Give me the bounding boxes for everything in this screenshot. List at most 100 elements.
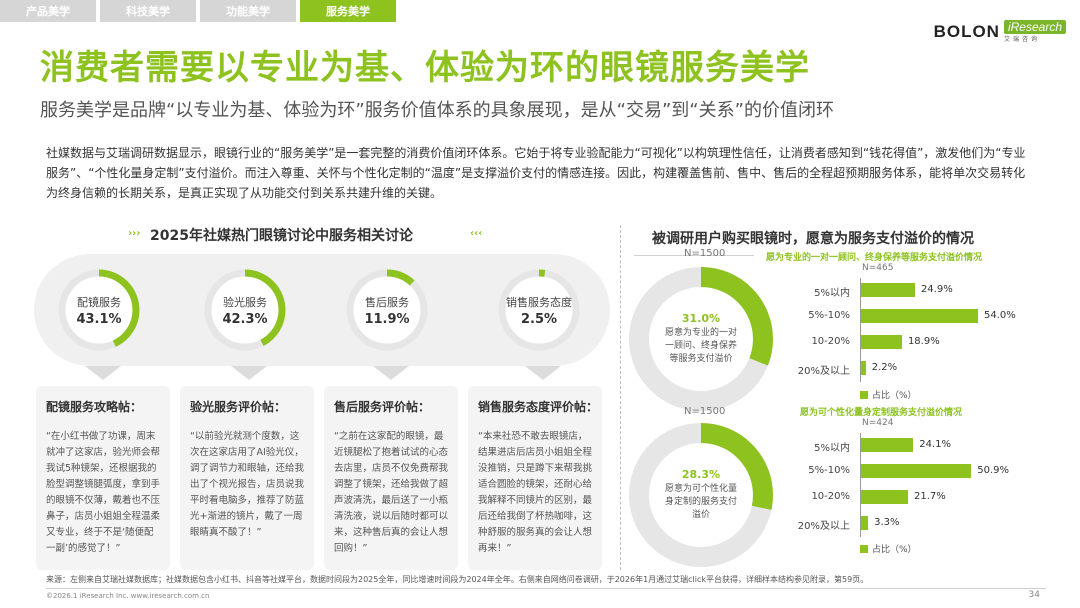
- source-note: 来源：左侧来自艾瑞社媒数据库；社媒数据包含小红书、抖音等社媒平台，数据时间段为2…: [46, 575, 869, 584]
- bar-row: 20%及以上 3.3%: [776, 513, 1036, 533]
- legend-label: 占比（%）: [872, 545, 917, 555]
- progress-ring: [204, 269, 286, 351]
- chart-legend: 占比（%）: [860, 542, 917, 555]
- page-subtitle: 服务美学是品牌“以专业为基、体验为环”服务价值体系的具象展现，是从“交易”到“关…: [40, 100, 834, 121]
- bar-chart-title: 愿为可个性化量身定制服务支付溢价情况: [800, 408, 963, 418]
- legend-label: 占比（%）: [872, 391, 917, 401]
- bar: [861, 464, 972, 478]
- donut-chart-customization: 28.3% 愿意为可个性化量身定制的服务支付溢价: [628, 422, 774, 568]
- stat-value: 11.9%: [364, 311, 410, 327]
- review-card-fitting: 配镜服务攻略帖： “在小红书做了功课，周末就冲了这家店，验光师会帮我试5种镜架，…: [36, 386, 170, 570]
- bar: [861, 516, 869, 530]
- ring-progress: [58, 269, 140, 351]
- chevron-right-icon: ›››: [128, 228, 141, 239]
- bolon-logo: BOLON: [933, 21, 1000, 41]
- review-card-after-sales: 售后服务评价帖： “之前在这家配的眼镜，最近镜腿松了抱着试试的心态去店里，店员不…: [324, 386, 458, 570]
- bar-row: 10-20% 21.7%: [776, 487, 1036, 507]
- stat-value: 43.1%: [76, 311, 122, 327]
- bar-value-label: 24.1%: [919, 439, 951, 450]
- bar-category-label: 20%及以上: [797, 521, 850, 532]
- donut-description: 愿意为专业的一对一顾问、终身保养等服务支付溢价: [664, 328, 737, 364]
- bar-row: 5%以内 24.9%: [776, 280, 1036, 300]
- bar-value-label: 21.7%: [914, 491, 946, 502]
- bar-category-label: 5%-10%: [808, 465, 850, 476]
- tab-function-aesthetics[interactable]: 功能美学: [200, 0, 296, 22]
- chevron-left-icon: ‹‹‹: [470, 228, 483, 239]
- card-text: “本来社恐不敢去眼镜店，结果进店后店员小姐姐全程没推销，只是蹲下来帮我挑适合圆脸…: [478, 431, 593, 554]
- legend-swatch: [860, 390, 868, 399]
- bar-chart-professional: 5%以内 24.9% 5%-10% 54.0% 10-20% 18.9% 20%及以上 2.2…: [776, 278, 1036, 388]
- bar-category-label: 5%-10%: [808, 310, 850, 321]
- card-text: “之前在这家配的眼镜，最近镜腿松了抱着试试的心态去店里，店员不仅免费帮我调整了镜…: [334, 431, 449, 554]
- left-section-title: 2025年社媒热门眼镜讨论中服务相关讨论: [150, 228, 413, 244]
- progress-ring: [346, 269, 428, 351]
- section-tabs: 产品美学 科技美学 功能美学 服务美学: [0, 0, 396, 22]
- bar-chart-title: 愿为专业的一对一顾问、终身保养等服务支付溢价情况: [766, 253, 983, 263]
- bar-row: 5%以内 24.1%: [776, 435, 1036, 455]
- legend-swatch: [860, 544, 868, 553]
- card-title: 销售服务态度评价帖：: [478, 400, 599, 414]
- donut-segment: [629, 423, 773, 567]
- description-paragraph: 社媒数据与艾瑞调研数据显示，眼镜行业的“服务美学”是一套完整的消费价值闭环体系。…: [46, 146, 1026, 200]
- bar-value-label: 54.0%: [984, 310, 1016, 321]
- bar-value-label: 18.9%: [907, 336, 940, 347]
- progress-ring: [498, 269, 580, 351]
- bar: [861, 283, 915, 297]
- tab-product-aesthetics[interactable]: 产品美学: [0, 0, 96, 22]
- donut-value: 31.0%: [681, 312, 721, 325]
- bar-axis: [860, 433, 861, 537]
- bar: [861, 309, 978, 323]
- sub-sample-size: N=424: [862, 418, 894, 428]
- bar-category-label: 5%以内: [814, 443, 850, 454]
- stat-fitting-service: 配镜服务 43.1%: [56, 267, 142, 353]
- stat-label: 配镜服务: [77, 295, 121, 309]
- chart-legend: 占比（%）: [860, 388, 917, 401]
- section-divider: [620, 225, 621, 570]
- pointer-triangle: [525, 366, 561, 380]
- stat-label: 售后服务: [365, 295, 409, 309]
- bar-category-label: 10-20%: [811, 491, 850, 502]
- ring-progress: [346, 269, 428, 351]
- bar-row: 5%-10% 50.9%: [776, 461, 1036, 481]
- bar-row: 10-20% 18.9%: [776, 332, 1036, 352]
- bar: [861, 335, 902, 349]
- bar-chart-customization: 5%以内 24.1% 5%-10% 50.9% 10-20% 21.7% 20%及以上 3.3…: [776, 433, 1036, 543]
- sub-sample-size: N=465: [862, 263, 894, 273]
- card-text: “在小红书做了功课，周末就冲了这家店，验光师会帮我试5种镜架，还根据我的脸型调整…: [46, 431, 161, 554]
- divider-line: [634, 255, 754, 256]
- stat-optometry-service: 验光服务 42.3%: [202, 267, 288, 353]
- pointer-triangle: [85, 366, 121, 380]
- bar-category-label: 10-20%: [811, 336, 850, 347]
- tab-service-aesthetics[interactable]: 服务美学: [300, 0, 396, 22]
- bar: [861, 490, 909, 504]
- bar-value-label: 50.9%: [977, 465, 1010, 476]
- tab-tech-aesthetics[interactable]: 科技美学: [100, 0, 196, 22]
- bar: [861, 361, 866, 375]
- ring-progress: [204, 269, 286, 351]
- bar: [861, 438, 914, 452]
- bar-category-label: 5%以内: [814, 288, 850, 299]
- right-section-title: 被调研用户购买眼镜时，愿意为服务支付溢价的情况: [652, 231, 974, 247]
- page-title: 消费者需要以专业为基、体验为环的眼镜服务美学: [40, 48, 810, 88]
- donut-chart-professional: 31.0% 愿意为专业的一对一顾问、终身保养等服务支付溢价: [628, 266, 774, 412]
- bar-row: 20%及以上 2.2%: [776, 358, 1036, 378]
- card-title: 验光服务评价帖：: [190, 400, 287, 414]
- ring-progress: [498, 269, 580, 351]
- bar-value-label: 24.9%: [920, 284, 953, 295]
- iresearch-logo: iResearch 艾瑞咨询: [1003, 20, 1066, 43]
- stat-sales-attitude: 销售服务态度 2.5%: [496, 267, 582, 353]
- stat-value: 2.5%: [520, 311, 558, 327]
- bar-axis: [860, 278, 861, 382]
- progress-ring: [58, 269, 140, 351]
- copyright: ©2026.1 iResearch Inc. www.iresearch.com…: [46, 592, 210, 600]
- pointer-triangle: [231, 366, 267, 380]
- bar-value-label: 3.3%: [874, 517, 900, 528]
- donut-value: 28.3%: [681, 468, 721, 481]
- page-number: 34: [1028, 590, 1040, 600]
- stat-label: 销售服务态度: [506, 295, 572, 309]
- footer-divider: [46, 588, 1046, 589]
- sample-size-label: N=1500: [684, 406, 726, 417]
- stat-after-sales-service: 售后服务 11.9%: [344, 267, 430, 353]
- card-title: 配镜服务攻略帖：: [46, 400, 143, 414]
- bar-value-label: 2.2%: [871, 362, 898, 373]
